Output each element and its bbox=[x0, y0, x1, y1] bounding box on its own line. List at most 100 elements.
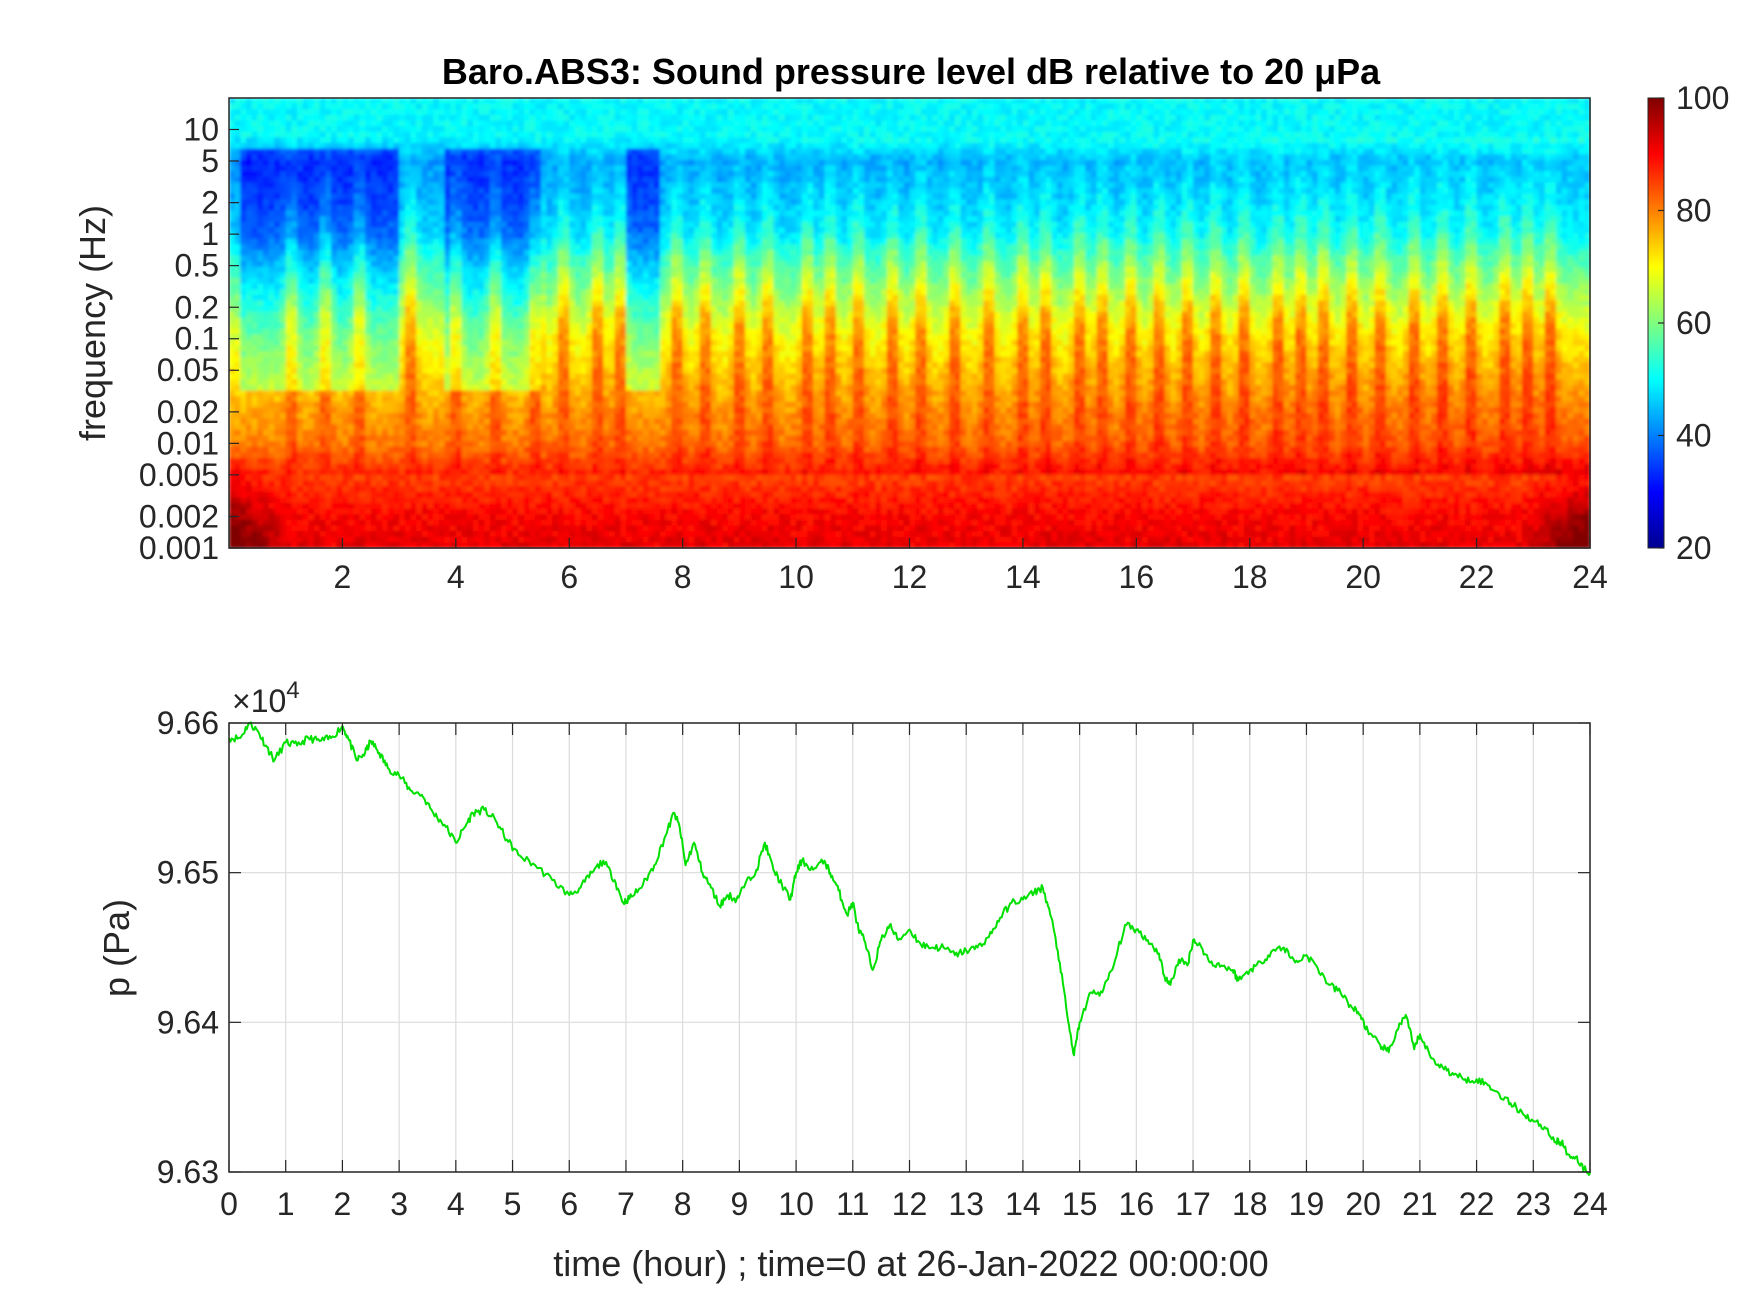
spectrogram-cell bbox=[280, 441, 287, 448]
spectrogram-cell bbox=[274, 536, 281, 543]
spectrogram-cell bbox=[325, 255, 332, 262]
spectrogram-cell bbox=[467, 294, 474, 302]
spectrogram-cell bbox=[484, 283, 491, 290]
spectrogram-cell bbox=[552, 356, 559, 363]
spectrogram-cell bbox=[427, 480, 434, 487]
spectrogram-cell bbox=[348, 120, 355, 127]
spectrogram-cell bbox=[263, 503, 270, 510]
spectrogram-cell bbox=[450, 519, 457, 527]
spectrogram-cell bbox=[331, 148, 338, 155]
spectrogram-cell bbox=[421, 497, 429, 504]
spectrogram-cell bbox=[563, 272, 570, 279]
spectrogram-cell bbox=[263, 283, 270, 290]
spectrogram-cell bbox=[251, 294, 258, 302]
spectrogram-cell bbox=[274, 317, 281, 324]
spectrogram-cell bbox=[574, 486, 582, 493]
spectrogram-cell bbox=[263, 424, 270, 431]
spectrogram-cell bbox=[387, 182, 395, 189]
spectrogram-cell bbox=[308, 306, 315, 313]
spectrogram-cell bbox=[342, 469, 349, 476]
spectrogram-cell bbox=[240, 491, 247, 498]
spectrogram-cell bbox=[268, 306, 275, 313]
spectrogram-cell bbox=[518, 289, 525, 296]
spectrogram-cell bbox=[376, 362, 383, 369]
spectrogram-cell bbox=[365, 519, 372, 527]
spectrogram-cell bbox=[353, 294, 361, 302]
spectrogram-cell bbox=[268, 114, 275, 122]
spectrogram-cell bbox=[251, 497, 258, 504]
spectrogram-cell bbox=[427, 542, 434, 549]
spectrogram-cell bbox=[523, 148, 531, 155]
spectrogram-cell bbox=[495, 227, 502, 234]
spectrogram-cell bbox=[246, 334, 253, 341]
spectrogram-cell bbox=[234, 283, 241, 290]
spectrogram-cell bbox=[370, 176, 378, 183]
spectrogram-cell bbox=[495, 474, 502, 482]
spectrogram-cell bbox=[319, 334, 326, 341]
spectrogram-cell bbox=[382, 143, 389, 150]
spectrogram-cell bbox=[416, 525, 423, 532]
spectrogram-cell bbox=[484, 452, 491, 459]
spectrogram-cell bbox=[336, 143, 344, 150]
spectrogram-cell bbox=[280, 103, 287, 110]
spectrogram-cell bbox=[274, 334, 281, 341]
spectrogram-cell bbox=[370, 441, 378, 448]
spectrogram-cell bbox=[467, 508, 474, 515]
spectrogram-cell bbox=[489, 497, 497, 504]
spectrogram-cell bbox=[455, 171, 463, 178]
spectrogram-cell bbox=[257, 233, 264, 240]
spectrogram-cell bbox=[285, 390, 292, 397]
spectrogram-cell bbox=[229, 216, 236, 223]
spectrogram-cell bbox=[348, 114, 355, 122]
spectrogram-cell bbox=[427, 334, 434, 341]
spectrogram-cell bbox=[574, 311, 582, 318]
spectrogram-cell bbox=[229, 289, 236, 296]
spectrogram-cell bbox=[348, 452, 355, 459]
spectrogram-cell bbox=[427, 278, 434, 285]
spectrogram-cell bbox=[461, 109, 468, 116]
spectrogram-cell bbox=[325, 435, 332, 442]
spectrogram-cell bbox=[382, 334, 389, 341]
spectrogram-cell bbox=[529, 519, 536, 527]
spectrogram-cell bbox=[501, 193, 508, 200]
spectrogram-cell bbox=[257, 204, 264, 212]
spectrogram-cell bbox=[444, 362, 451, 369]
spectrogram-cell bbox=[319, 109, 326, 116]
spectrogram-cell bbox=[376, 233, 383, 240]
spectrogram-cell bbox=[523, 300, 531, 307]
spectrogram-cell bbox=[523, 109, 531, 116]
spectrogram-cell bbox=[314, 469, 321, 476]
spectrogram-cell bbox=[393, 497, 400, 504]
spectrogram-cell bbox=[399, 199, 406, 206]
spectrogram-cell bbox=[399, 356, 406, 363]
spectrogram-cell bbox=[342, 519, 349, 527]
spectrogram-cell bbox=[557, 171, 565, 178]
spectrogram-cell bbox=[461, 255, 468, 262]
spectrogram-cell bbox=[540, 379, 548, 386]
spectrogram-cell bbox=[467, 396, 474, 403]
spectrogram-cell bbox=[444, 542, 451, 549]
spectrogram-cell bbox=[427, 249, 434, 257]
spectrogram-cell bbox=[416, 491, 423, 498]
spectrogram-cell bbox=[297, 384, 304, 392]
spectrogram-cell bbox=[421, 480, 429, 487]
spectrogram-cell bbox=[263, 514, 270, 521]
spectrogram-cell bbox=[444, 429, 451, 437]
spectrogram-cell bbox=[501, 266, 508, 273]
spectrogram-cell bbox=[569, 221, 576, 228]
spectrogram-cell bbox=[348, 103, 355, 110]
spectrogram-cell bbox=[274, 514, 281, 521]
spectrogram-cell bbox=[285, 384, 292, 392]
spectrogram-cell bbox=[574, 373, 582, 380]
spectrogram-cell bbox=[285, 283, 292, 290]
spectrogram-cell bbox=[489, 503, 497, 510]
spectrogram-cell bbox=[472, 452, 480, 459]
spectrogram-cell bbox=[410, 311, 417, 318]
spectrogram-cell bbox=[450, 503, 457, 510]
spectrogram-cell bbox=[382, 491, 389, 498]
spectrogram-cell bbox=[501, 317, 508, 324]
spectrogram-cell bbox=[257, 384, 264, 392]
spectrogram-cell bbox=[387, 368, 395, 375]
spectrogram-cell bbox=[518, 519, 525, 527]
spectrogram-cell bbox=[246, 497, 253, 504]
